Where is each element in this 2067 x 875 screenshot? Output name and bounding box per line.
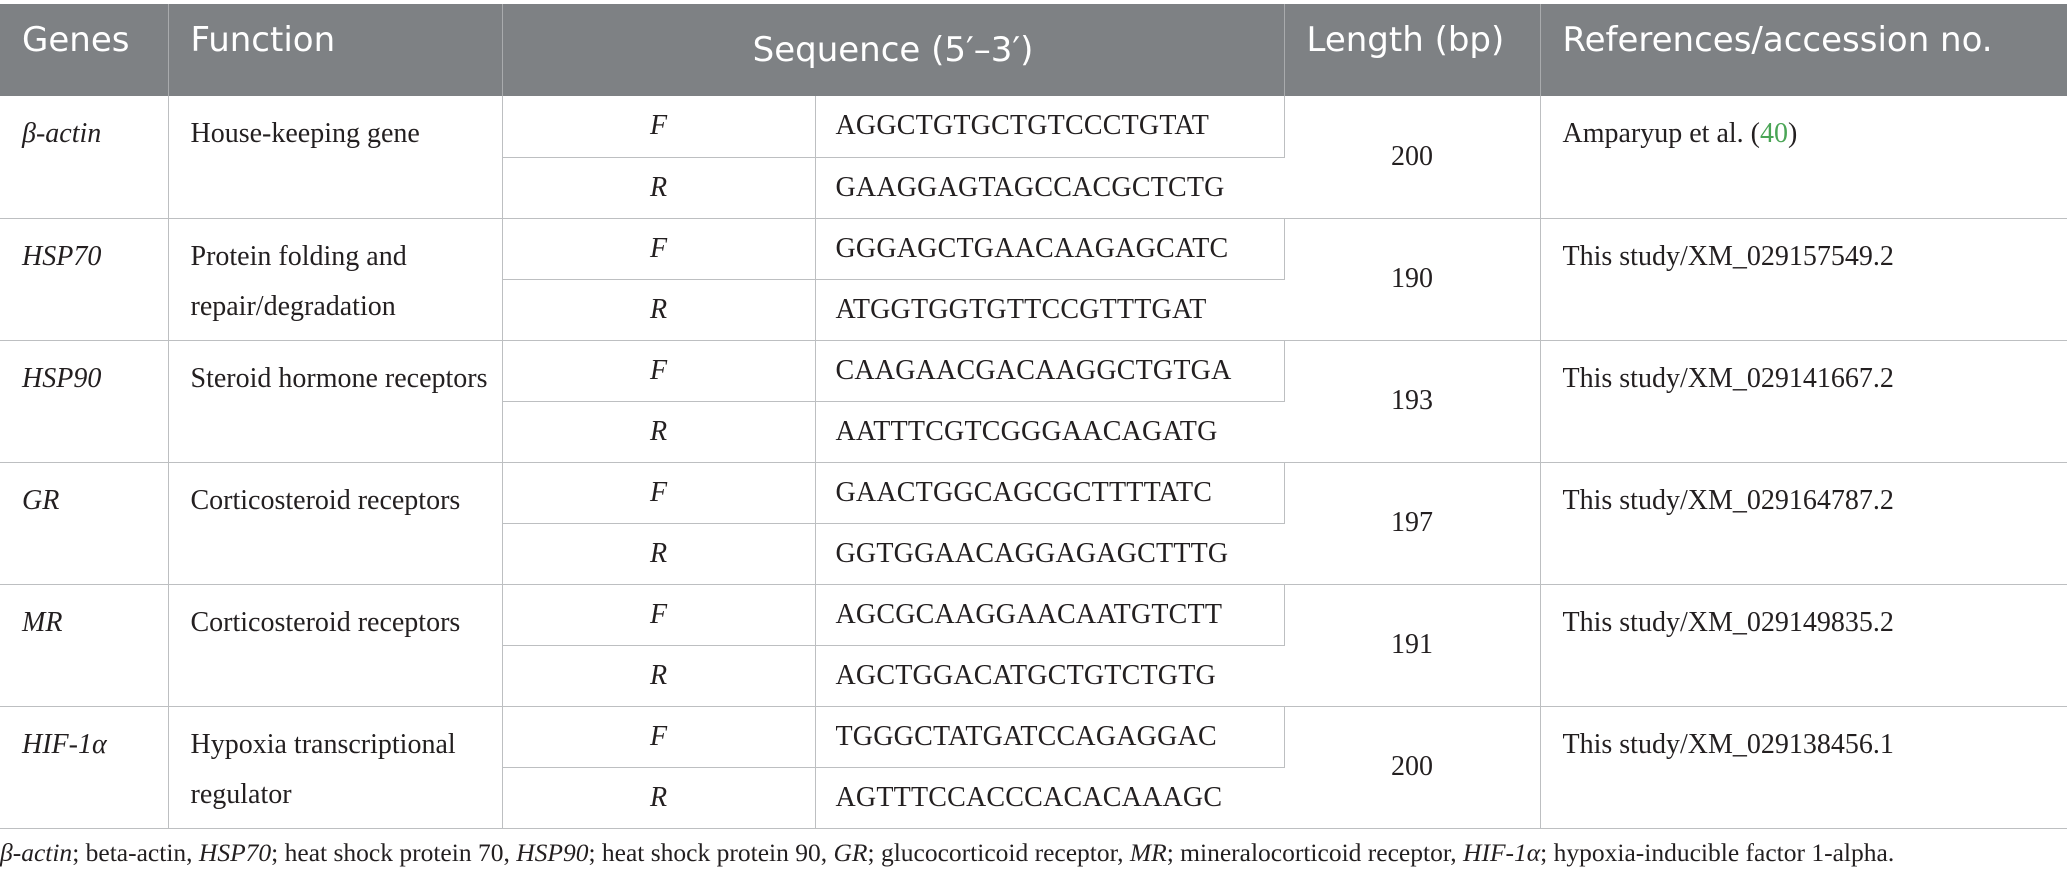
- amplicon-length: 191: [1284, 584, 1541, 707]
- header-row: Genes Function Sequence (5′–3′) Length (…: [0, 4, 2067, 96]
- amplicon-length: 200: [1284, 96, 1541, 219]
- table-row: β-actin House-keeping gene F AGGCTGTGCTG…: [0, 96, 2067, 219]
- gene-function: Corticosteroid receptors: [168, 462, 503, 585]
- gene-reference: This study/XM_029138456.1: [1540, 706, 2067, 829]
- table-row: R GAAGGAGTAGCCACGCTCTG: [0, 157, 2067, 219]
- table-row: R AATTTCGTCGGGAACAGATG: [0, 401, 2067, 463]
- gene-name: HIF-1α: [0, 706, 169, 829]
- primer-direction-reverse: R: [502, 645, 816, 707]
- footnote-desc: ; hypoxia-inducible factor 1-alpha.: [1540, 838, 1895, 867]
- table-row: R ATGGTGGTGTTCCGTTTGAT: [0, 279, 2067, 341]
- gene-reference: This study/XM_029164787.2: [1540, 462, 2067, 585]
- table-row: R GGTGGAACAGGAGAGCTTTG: [0, 523, 2067, 585]
- primer-sequence-forward: AGGCTGTGCTGTCCCTGTAT: [815, 96, 1285, 158]
- gene-reference: This study/XM_029149835.2: [1540, 584, 2067, 707]
- footnote-abbr: HSP90: [516, 838, 589, 867]
- header-references: References/accession no.: [1540, 4, 2067, 96]
- primer-sequence-reverse: AGTTTCCACCCACACAAAGC: [815, 767, 1284, 829]
- gene-name: GR: [0, 462, 169, 585]
- primer-direction-reverse: R: [502, 767, 816, 829]
- table-row: HIF-1α Hypoxia transcriptional regulator…: [0, 706, 2067, 829]
- primer-sequence-forward: TGGGCTATGATCCAGAGGAC: [815, 706, 1285, 768]
- footnote-desc: ; mineralocorticoid receptor,: [1166, 838, 1464, 867]
- primer-sequence-forward: AGCGCAAGGAACAATGTCTT: [815, 584, 1285, 646]
- footnote-abbr: HIF-1α: [1463, 838, 1541, 867]
- primer-direction-forward: F: [502, 340, 816, 402]
- amplicon-length: 190: [1284, 218, 1541, 341]
- footnote-desc: ; heat shock protein 70,: [271, 838, 517, 867]
- primer-sequence-reverse: ATGGTGGTGTTCCGTTTGAT: [815, 279, 1284, 341]
- header-sequence: Sequence (5′–3′): [502, 4, 1285, 96]
- gene-reference: This study/XM_029141667.2: [1540, 340, 2067, 463]
- amplicon-length: 193: [1284, 340, 1541, 463]
- header-length: Length (bp): [1284, 4, 1541, 96]
- primer-sequence-forward: GAACTGGCAGCGCTTTTATC: [815, 462, 1285, 524]
- gene-function: Steroid hormone receptors: [168, 340, 503, 463]
- reference-close: ): [1788, 118, 1798, 149]
- primer-sequence-forward: GGGAGCTGAACAAGAGCATC: [815, 218, 1285, 280]
- footnote-desc: ; beta-actin,: [72, 838, 199, 867]
- gene-function: Hypoxia transcriptional regulator: [168, 706, 503, 829]
- primer-direction-reverse: R: [502, 157, 816, 219]
- gene-name: MR: [0, 584, 169, 707]
- gene-name: β-actin: [0, 96, 169, 219]
- table-row: GR Corticosteroid receptors F GAACTGGCAG…: [0, 462, 2067, 585]
- gene-name: HSP90: [0, 340, 169, 463]
- primer-direction-forward: F: [502, 462, 816, 524]
- primer-direction-reverse: R: [502, 401, 816, 463]
- primer-direction-forward: F: [502, 218, 816, 280]
- footnote-abbr: MR: [1129, 838, 1167, 867]
- table-row: R AGTTTCCACCCACACAAAGC: [0, 767, 2067, 829]
- gene-function: House-keeping gene: [168, 96, 503, 219]
- table-row: HSP70 Protein folding and repair/degrada…: [0, 218, 2067, 341]
- primer-sequence-reverse: GAAGGAGTAGCCACGCTCTG: [815, 157, 1284, 219]
- primer-direction-forward: F: [502, 584, 816, 646]
- table-row: MR Corticosteroid receptors F AGCGCAAGGA…: [0, 584, 2067, 707]
- primer-table: Genes Function Sequence (5′–3′) Length (…: [0, 4, 2067, 829]
- reference-text: Amparyup et al. (: [1562, 118, 1761, 149]
- gene-name: HSP70: [0, 218, 169, 341]
- primer-direction-reverse: R: [502, 279, 816, 341]
- primer-direction-forward: F: [502, 706, 816, 768]
- table-row: R AGCTGGACATGCTGTCTGTG: [0, 645, 2067, 707]
- primer-direction-reverse: R: [502, 523, 816, 585]
- amplicon-length: 197: [1284, 462, 1541, 585]
- primer-sequence-reverse: AGCTGGACATGCTGTCTGTG: [815, 645, 1284, 707]
- footnote-abbr: β-actin: [0, 838, 73, 867]
- primer-sequence-reverse: GGTGGAACAGGAGAGCTTTG: [815, 523, 1284, 585]
- footnote-abbr: GR: [833, 838, 868, 867]
- primer-direction-forward: F: [502, 96, 816, 158]
- table-row: HSP90 Steroid hormone receptors F CAAGAA…: [0, 340, 2067, 463]
- header-function: Function: [168, 4, 503, 96]
- gene-reference: Amparyup et al. (40): [1540, 96, 2067, 219]
- table-footnote: β-actin; beta-actin, HSP70; heat shock p…: [0, 838, 1894, 868]
- gene-function: Protein folding and repair/degradation: [168, 218, 503, 341]
- reference-citation-link[interactable]: 40: [1760, 118, 1788, 149]
- footnote-desc: ; heat shock protein 90,: [588, 838, 834, 867]
- gene-function: Corticosteroid receptors: [168, 584, 503, 707]
- footnote-desc: ; glucocorticoid receptor,: [867, 838, 1130, 867]
- gene-reference: This study/XM_029157549.2: [1540, 218, 2067, 341]
- primer-sequence-forward: CAAGAACGACAAGGCTGTGA: [815, 340, 1285, 402]
- amplicon-length: 200: [1284, 706, 1541, 829]
- header-genes: Genes: [0, 4, 169, 96]
- footnote-abbr: HSP70: [198, 838, 272, 867]
- primer-sequence-reverse: AATTTCGTCGGGAACAGATG: [815, 401, 1284, 463]
